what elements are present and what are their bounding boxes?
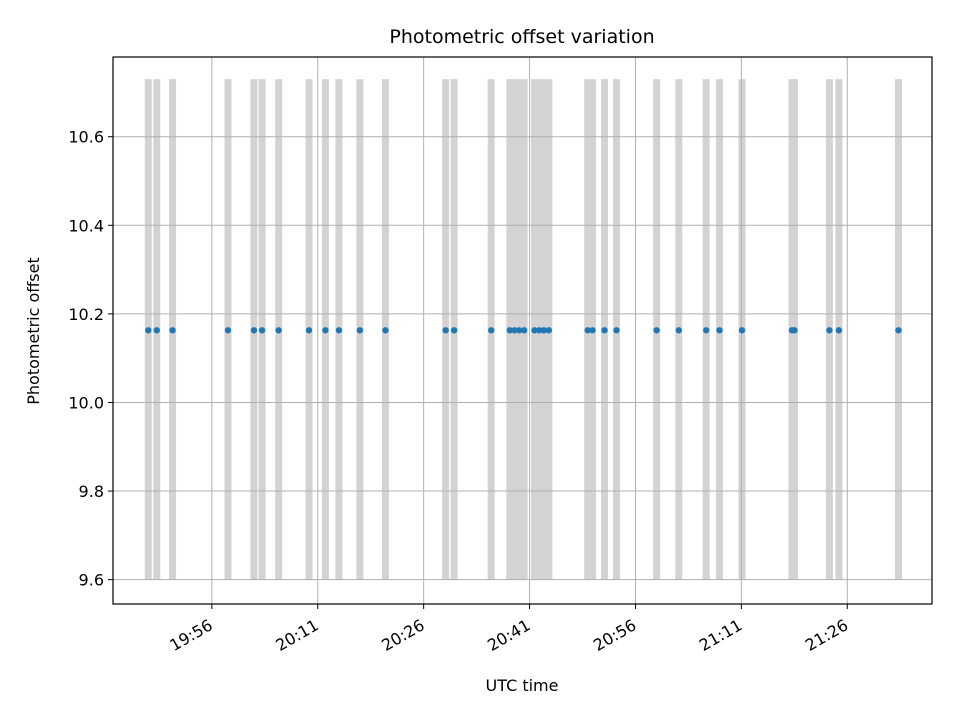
x-tick-label: 21:11 (696, 615, 745, 655)
point-layer (145, 327, 902, 334)
y-axis-label: Photometric offset (24, 257, 43, 405)
data-point (258, 327, 266, 334)
data-point (791, 327, 798, 334)
x-tick-label: 20:41 (484, 615, 533, 655)
x-tick-label: 20:11 (272, 615, 321, 655)
data-point (506, 327, 513, 334)
x-tick-label: 21:26 (802, 615, 851, 655)
data-point (716, 327, 723, 334)
data-point (305, 327, 313, 334)
x-tick-label: 19:56 (166, 615, 215, 655)
data-point (335, 327, 343, 334)
chart-title: Photometric offset variation (389, 26, 654, 48)
data-point (145, 327, 152, 334)
data-point (169, 327, 176, 334)
data-point (545, 327, 553, 334)
data-point (450, 327, 458, 334)
x-axis-label: UTC time (486, 676, 559, 695)
data-point (531, 327, 538, 334)
data-point (516, 327, 523, 334)
data-point (250, 327, 258, 334)
data-point (356, 327, 364, 334)
data-point (224, 327, 232, 334)
y-tick-label: 9.6 (79, 571, 104, 590)
data-point (835, 327, 843, 334)
data-point (826, 327, 833, 334)
data-point (520, 327, 528, 334)
data-point (738, 327, 746, 334)
data-point (895, 327, 902, 334)
y-tick-label: 9.8 (79, 482, 104, 501)
data-point (601, 327, 608, 334)
data-point (536, 327, 543, 334)
y-tick-label: 10.6 (68, 128, 104, 147)
data-point (702, 327, 710, 334)
x-tick-label: 20:26 (378, 615, 427, 655)
data-point (584, 327, 591, 334)
data-point (487, 327, 495, 334)
y-tick-label: 10.4 (68, 216, 104, 235)
data-point (511, 327, 518, 334)
x-tick-label: 20:56 (590, 615, 639, 655)
plot-frame (112, 56, 933, 605)
data-point (589, 327, 596, 334)
x-axis: 19:56 20:11 20:26 20:41 20:56 21:11 21:26 (166, 604, 851, 655)
y-tick-label: 10.0 (68, 393, 104, 412)
data-point (540, 327, 547, 334)
data-point (275, 327, 282, 334)
data-point (442, 327, 449, 334)
grid-layer (113, 57, 932, 604)
y-axis: 9.6 9.8 10.0 10.2 10.4 10.6 (68, 128, 113, 590)
data-point (653, 327, 660, 334)
data-point (322, 327, 329, 334)
data-point (153, 327, 160, 334)
data-point (613, 327, 620, 334)
data-point (675, 327, 682, 334)
y-tick-label: 10.2 (68, 305, 104, 324)
data-point (382, 327, 389, 334)
